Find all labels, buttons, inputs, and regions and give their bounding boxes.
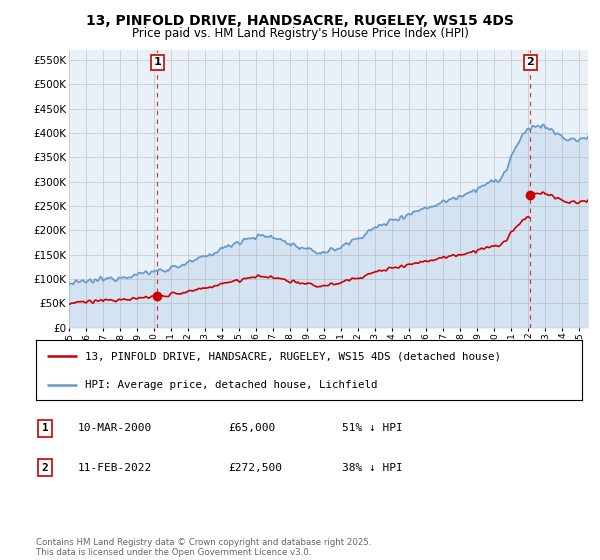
Text: 2: 2 <box>41 463 49 473</box>
Text: 13, PINFOLD DRIVE, HANDSACRE, RUGELEY, WS15 4DS (detached house): 13, PINFOLD DRIVE, HANDSACRE, RUGELEY, W… <box>85 351 501 361</box>
Text: £65,000: £65,000 <box>228 423 275 433</box>
Text: HPI: Average price, detached house, Lichfield: HPI: Average price, detached house, Lich… <box>85 380 377 390</box>
Text: 1: 1 <box>154 57 161 67</box>
Text: 2: 2 <box>527 57 535 67</box>
Text: 11-FEB-2022: 11-FEB-2022 <box>78 463 152 473</box>
Text: Price paid vs. HM Land Registry's House Price Index (HPI): Price paid vs. HM Land Registry's House … <box>131 27 469 40</box>
Text: 38% ↓ HPI: 38% ↓ HPI <box>342 463 403 473</box>
Text: 1: 1 <box>41 423 49 433</box>
Text: 10-MAR-2000: 10-MAR-2000 <box>78 423 152 433</box>
Text: Contains HM Land Registry data © Crown copyright and database right 2025.
This d: Contains HM Land Registry data © Crown c… <box>36 538 371 557</box>
Text: £272,500: £272,500 <box>228 463 282 473</box>
Text: 13, PINFOLD DRIVE, HANDSACRE, RUGELEY, WS15 4DS: 13, PINFOLD DRIVE, HANDSACRE, RUGELEY, W… <box>86 14 514 28</box>
Text: 51% ↓ HPI: 51% ↓ HPI <box>342 423 403 433</box>
